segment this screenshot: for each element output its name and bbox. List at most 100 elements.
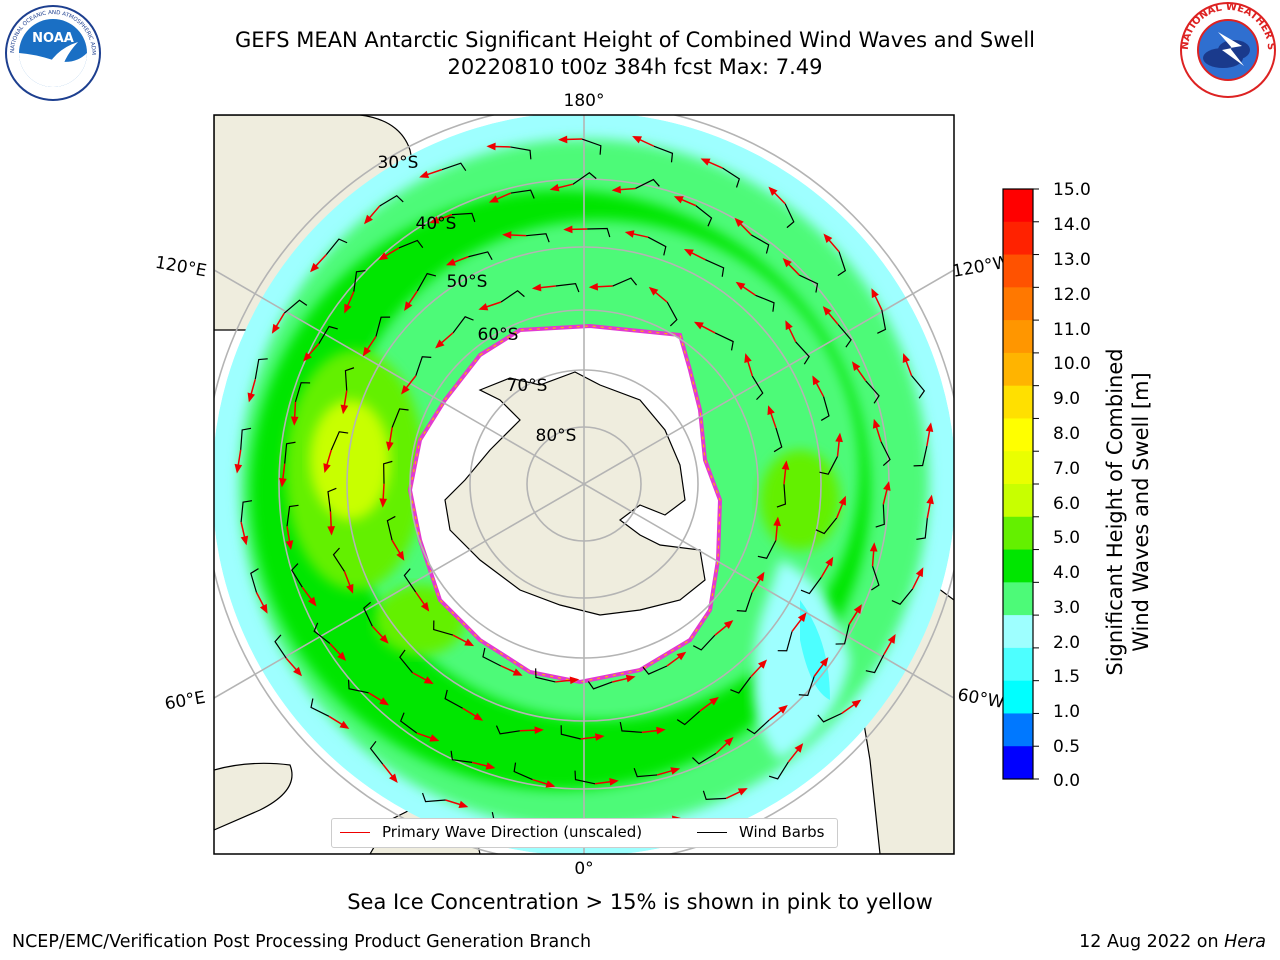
wind-barb [240, 500, 253, 523]
noaa-logo: NOAA NATIONAL OCEANIC AND ATMOSPHERIC AD… [4, 4, 101, 101]
wind-barb [751, 375, 764, 401]
wave-arrow-head [709, 696, 719, 706]
wind-barb [837, 324, 852, 348]
wind-barb [250, 568, 259, 593]
wind-barb [746, 719, 770, 735]
wind-barb [714, 332, 734, 351]
wave-arrow-head [670, 767, 681, 775]
wind-barb [911, 375, 926, 399]
wave-arrow-head [293, 666, 302, 677]
wave-arrow-head [362, 346, 371, 357]
wave-arrow-head [594, 733, 605, 741]
wave-arrow-head [339, 720, 350, 729]
wave-arrow-head [700, 158, 711, 166]
wave-arrow-head [429, 734, 440, 742]
wind-barb [391, 408, 409, 428]
wind-barb [692, 752, 717, 765]
wave-arrow-head [379, 498, 388, 508]
wave-arrow-head [271, 323, 280, 334]
wave-direction-arrows [234, 135, 934, 835]
wave-arrow-head [611, 185, 622, 194]
wind-barb [820, 396, 830, 421]
wind-barb [865, 380, 880, 404]
wave-arrow-head [768, 186, 778, 196]
wave-arrow-head [545, 780, 556, 788]
wind-barb [871, 565, 880, 591]
wave-arrow-head [609, 777, 619, 786]
wind-barb [450, 750, 473, 763]
lon-label: 0° [574, 859, 593, 879]
wind-barb [344, 367, 355, 391]
wave-arrow-head [734, 217, 744, 228]
wind-barb [730, 676, 752, 694]
wind-barb [755, 294, 775, 312]
wave-arrow-head [378, 252, 389, 261]
wind-barb [363, 601, 373, 627]
colorbar-tick: 14.0 [1053, 215, 1091, 235]
colorbar-tick: 1.0 [1053, 702, 1081, 722]
wind-barb [795, 341, 810, 365]
colorbar-tick: 0.0 [1053, 771, 1081, 791]
wind-barb [676, 710, 701, 726]
wind-barb [692, 634, 716, 651]
wind-barb [240, 427, 252, 450]
wave-arrow-head [785, 320, 793, 331]
wave-arrow-head [419, 170, 430, 179]
wave-arrow-head [340, 404, 349, 415]
wave-arrow-head [464, 638, 475, 647]
wind-barb [695, 205, 713, 227]
colorbar-label-line1: Significant Height of Combined [1103, 348, 1127, 676]
colorbar-block [1003, 189, 1033, 223]
wind-barb [768, 761, 789, 780]
wave-arrow-head [925, 422, 934, 433]
wave-arrow-head [435, 339, 445, 349]
wave-arrow-head [869, 542, 878, 552]
wind-barb [702, 790, 727, 801]
svg-text:NOAA: NOAA [32, 31, 74, 46]
wind-barb [399, 712, 418, 734]
wave-arrow-head [549, 183, 560, 192]
wind-barb [865, 654, 885, 674]
wave-arrow-head [346, 583, 354, 594]
wind-barb [880, 441, 891, 466]
wave-arrow-head [782, 258, 792, 268]
colorbar-block [1003, 615, 1033, 649]
wave-arrow-head [756, 571, 765, 582]
wave-arrow-head [822, 306, 832, 316]
colorbar-block [1003, 451, 1033, 485]
wave-arrow-head [389, 773, 398, 783]
wind-barb [286, 504, 299, 527]
wave-arrow-head [926, 494, 934, 505]
wind-barb [325, 238, 348, 256]
wind-barb [313, 622, 331, 644]
wind-barb [800, 577, 822, 595]
wave-arrow-head [473, 712, 484, 721]
lat-label: 50°S [447, 272, 488, 292]
wind-barb [433, 620, 454, 636]
wave-arrow-head [724, 737, 734, 747]
wind-barb [330, 431, 349, 451]
colorbar [1002, 188, 1039, 780]
wave-arrow-head [835, 432, 843, 443]
wind-barb [798, 676, 815, 696]
wind-barb [452, 316, 474, 334]
wind-barb [254, 358, 268, 380]
wave-arrow-head [735, 281, 746, 291]
wind-barb [318, 325, 338, 344]
colorbar-block [1003, 221, 1033, 256]
lat-label: 40°S [416, 214, 457, 234]
wind-barb [526, 233, 550, 243]
wind-barb [642, 665, 668, 675]
wave-arrow-head [290, 416, 299, 426]
wave-arrow-head [625, 674, 636, 683]
wind-barb [283, 299, 308, 314]
wind-barb [274, 634, 287, 659]
wind-barb [612, 277, 638, 287]
wave-arrow-head [279, 477, 287, 488]
wind-barb [441, 162, 467, 172]
sea-ice-note: Sea Ice Concentration > 15% is shown in … [347, 890, 933, 914]
colorbar-block [1003, 418, 1033, 452]
wind-barb [468, 251, 493, 261]
colorbar-tick: 2.0 [1053, 633, 1081, 653]
wind-barb [587, 681, 613, 690]
